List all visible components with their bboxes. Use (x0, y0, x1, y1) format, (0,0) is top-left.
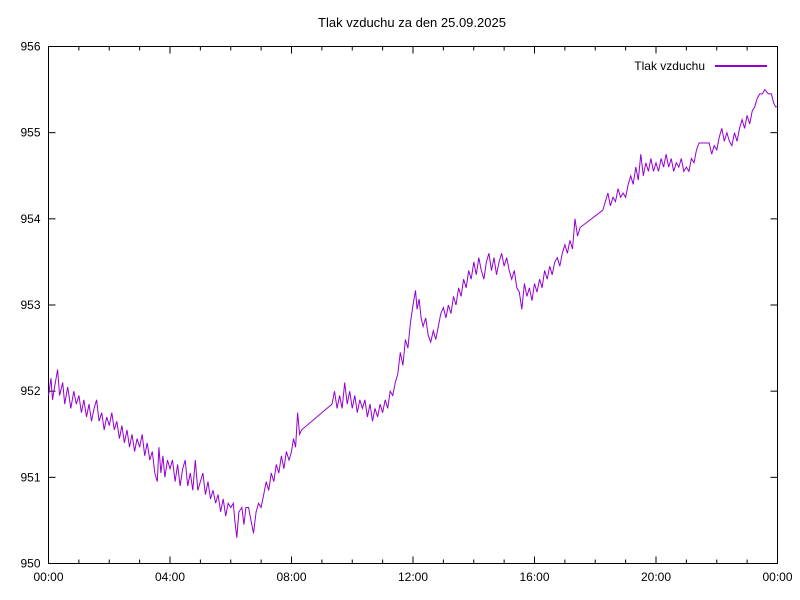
y-tick-label: 950 (20, 557, 40, 571)
x-tick-label: 00:00 (762, 570, 792, 584)
legend-label: Tlak vzduchu (634, 59, 705, 73)
y-tick-label: 953 (20, 298, 40, 312)
legend-line-sample (715, 65, 767, 67)
y-tick-label: 955 (20, 126, 40, 140)
y-tick-label: 956 (20, 40, 40, 54)
x-tick-label: 12:00 (398, 570, 428, 584)
x-tick-label: 20:00 (641, 570, 671, 584)
chart-title: Tlak vzduchu za den 25.09.2025 (318, 15, 506, 30)
y-tick-label: 954 (20, 212, 40, 226)
x-tick-label: 08:00 (276, 570, 306, 584)
pressure-line (48, 88, 778, 538)
x-tick-label: 04:00 (155, 570, 185, 584)
y-tick-label: 951 (20, 470, 40, 484)
x-tick-label: 00:00 (33, 570, 63, 584)
legend: Tlak vzduchu (634, 59, 767, 73)
y-tick-label: 952 (20, 384, 40, 398)
x-tick-label: 16:00 (519, 570, 549, 584)
